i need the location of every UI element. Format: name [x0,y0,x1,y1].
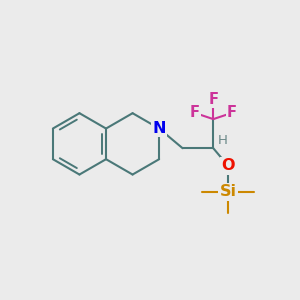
Text: N: N [152,121,166,136]
Text: F: F [227,106,237,121]
Text: O: O [221,158,235,173]
Text: F: F [208,92,218,107]
Text: Si: Si [220,184,237,200]
Text: H: H [218,134,227,147]
Text: F: F [190,106,200,121]
